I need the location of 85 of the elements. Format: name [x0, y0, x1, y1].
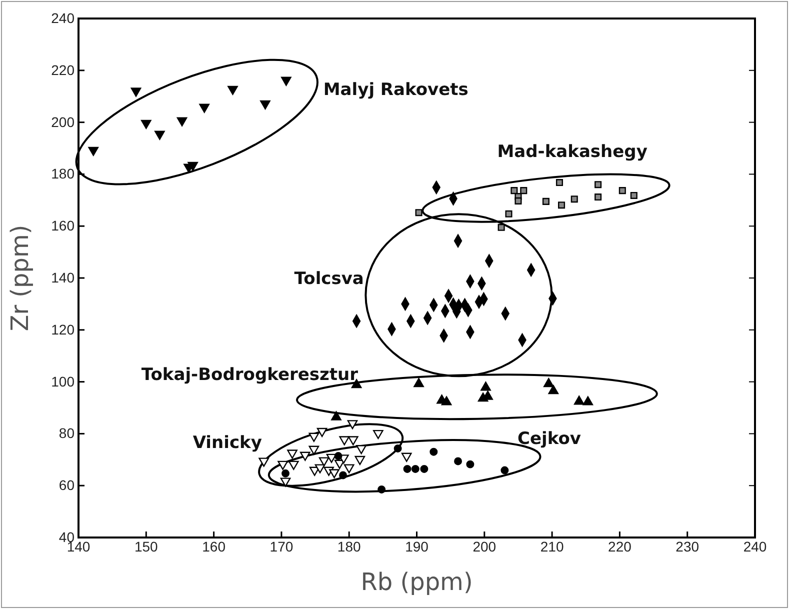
- point: [348, 436, 358, 446]
- x-tick-label: 220: [608, 538, 632, 554]
- point: [339, 436, 350, 446]
- point: [318, 457, 330, 466]
- y-axis-title: Zr (ppm): [6, 224, 34, 332]
- point: [280, 478, 291, 487]
- x-tick-label: 190: [405, 538, 429, 554]
- point: [329, 469, 340, 478]
- point: [500, 466, 509, 474]
- point: [430, 448, 438, 456]
- y-tick-label: 240: [51, 10, 75, 26]
- y-tick-label: 60: [58, 477, 75, 494]
- point: [378, 486, 386, 494]
- point: [401, 452, 412, 462]
- point: [570, 196, 578, 203]
- series-label: Malyj Rakovets: [323, 80, 468, 100]
- x-axis-title: Rb (ppm): [360, 568, 473, 596]
- point: [618, 187, 626, 194]
- y-tick-label: 180: [51, 166, 75, 182]
- point: [505, 210, 512, 218]
- point: [415, 209, 422, 216]
- point: [282, 469, 290, 478]
- point: [354, 456, 366, 465]
- x-tick-label: 230: [676, 538, 700, 554]
- point: [326, 454, 337, 463]
- y-tick-label: 120: [51, 321, 75, 338]
- series-label: Mad-kakashegy: [497, 142, 648, 162]
- point: [260, 100, 270, 110]
- point: [199, 104, 210, 113]
- x-tick-label: 240: [743, 538, 767, 554]
- point: [154, 130, 165, 140]
- point: [258, 458, 270, 467]
- x-tick-label: 180: [337, 538, 361, 554]
- point: [334, 452, 342, 460]
- x-tick-label: 170: [270, 538, 294, 554]
- point: [498, 224, 505, 231]
- point: [287, 450, 298, 459]
- point: [308, 432, 320, 442]
- point: [188, 162, 198, 171]
- point: [176, 117, 188, 126]
- point: [339, 471, 347, 480]
- point: [88, 146, 99, 156]
- point: [356, 445, 366, 454]
- point: [394, 444, 402, 452]
- point: [420, 465, 428, 473]
- point: [556, 178, 564, 186]
- series-label: Cejkov: [518, 428, 581, 449]
- point: [316, 428, 328, 437]
- y-tick-label: 220: [51, 62, 75, 78]
- point: [314, 464, 326, 474]
- point: [140, 120, 152, 129]
- y-tick-label: 140: [51, 269, 75, 286]
- point: [630, 192, 638, 199]
- point: [520, 187, 528, 194]
- point: [281, 76, 292, 86]
- y-tick-label: 160: [51, 218, 75, 234]
- point: [466, 460, 474, 468]
- point: [514, 197, 522, 204]
- point: [288, 460, 299, 470]
- point: [542, 198, 550, 205]
- point: [411, 465, 420, 473]
- x-tick-label: 160: [202, 538, 226, 554]
- point: [558, 202, 566, 209]
- point: [344, 464, 354, 474]
- point: [130, 88, 142, 97]
- y-tick-label: 80: [58, 425, 75, 442]
- point: [300, 452, 310, 461]
- y-tick-label: 100: [51, 373, 75, 390]
- series-label: Tokaj-Bodrogkeresztur: [141, 364, 359, 385]
- point: [454, 457, 462, 466]
- y-tick-label: 200: [51, 114, 75, 130]
- x-tick-label: 210: [540, 538, 564, 554]
- series-label: Vinicky: [192, 432, 262, 453]
- point: [403, 465, 412, 473]
- point: [347, 420, 358, 430]
- point: [228, 86, 238, 95]
- point: [278, 460, 288, 470]
- x-tick-label: 200: [472, 538, 496, 554]
- point: [594, 194, 602, 201]
- point: [594, 181, 602, 188]
- point: [308, 446, 320, 455]
- point: [373, 430, 384, 440]
- point: [510, 187, 518, 194]
- x-tick-label: 150: [134, 538, 158, 554]
- series-label: Tolcsva: [294, 268, 364, 289]
